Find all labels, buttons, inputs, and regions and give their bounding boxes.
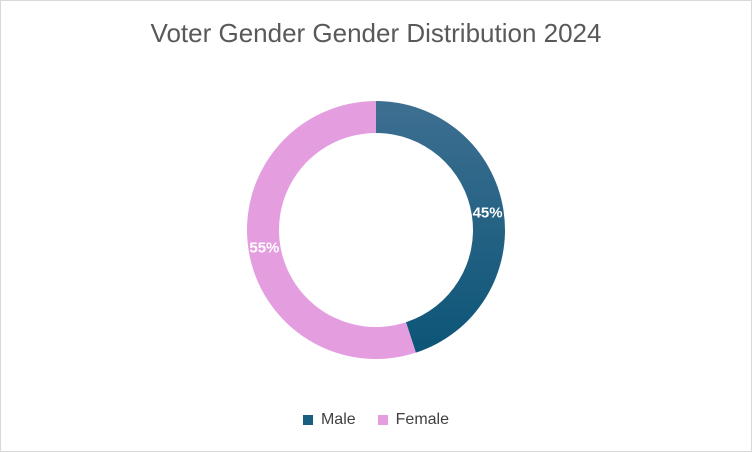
chart-title: Voter Gender Gender Distribution 2024 bbox=[150, 18, 602, 48]
legend-label-female: Female bbox=[395, 411, 450, 428]
legend-swatch-female bbox=[377, 415, 388, 425]
data-label-male: 45% bbox=[473, 204, 503, 221]
data-label-female: 55% bbox=[249, 240, 279, 257]
legend-item-female: Female bbox=[377, 411, 450, 429]
legend-swatch-male bbox=[302, 415, 313, 425]
legend-label-male: Male bbox=[320, 411, 356, 428]
slice-female bbox=[246, 101, 416, 359]
legend-item-male: Male bbox=[302, 411, 356, 429]
slice-male bbox=[376, 101, 505, 353]
legend: Male Female bbox=[0, 411, 752, 429]
